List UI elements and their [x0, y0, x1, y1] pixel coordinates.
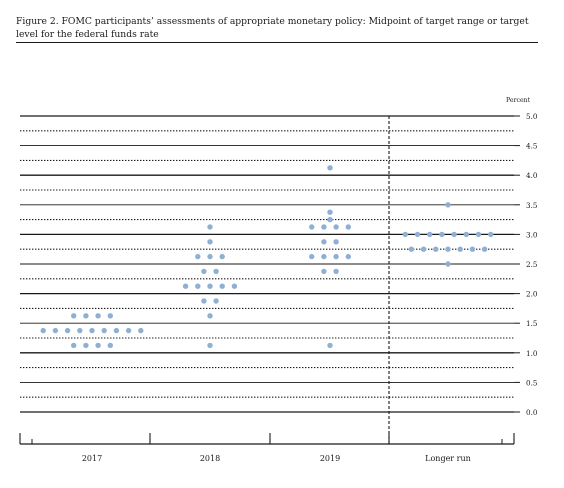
- data-point-dot: [207, 342, 213, 349]
- data-point-dot: [327, 209, 333, 215]
- figure-title: Figure 2. FOMC participants’ assessments…: [16, 16, 529, 40]
- data-point-dot: [77, 327, 83, 334]
- data-point-dot: [207, 283, 213, 289]
- data-point-dot: [420, 246, 427, 252]
- data-point-dot: [83, 342, 89, 349]
- y-tick-label: 3.0: [526, 230, 538, 239]
- data-point-dot: [463, 231, 469, 238]
- data-point-dot: [64, 327, 71, 334]
- data-point-dot: [95, 313, 101, 319]
- data-point-dot: [71, 313, 77, 319]
- y-tick-label: 2.0: [526, 290, 538, 299]
- data-point-dot: [469, 246, 476, 252]
- data-point-dot: [207, 224, 213, 230]
- data-point-dot: [333, 239, 339, 245]
- data-point-dot: [345, 253, 351, 260]
- data-point-dot: [52, 327, 59, 334]
- y-tick-label: 1.0: [526, 349, 538, 358]
- data-point-dot: [138, 327, 144, 334]
- data-point-dot: [219, 253, 225, 260]
- x-category-label: Longer run: [425, 454, 471, 463]
- data-point-dot: [213, 268, 219, 275]
- data-point-dot: [457, 246, 463, 252]
- data-point-dot: [89, 327, 95, 334]
- y-tick-label: 0.0: [526, 408, 538, 417]
- data-point-dot: [445, 246, 451, 252]
- data-point-dot: [195, 253, 201, 260]
- y-tick-label: 4.5: [526, 142, 538, 151]
- data-point-dot: [231, 283, 238, 289]
- data-point-dot: [40, 327, 46, 334]
- y-tick-label: 4.0: [526, 171, 538, 180]
- data-point-dot: [402, 231, 408, 238]
- data-point-dot: [101, 327, 107, 334]
- data-point-dot: [445, 261, 451, 267]
- y-tick-label: 1.5: [526, 319, 538, 328]
- data-point-dot: [125, 327, 132, 334]
- data-point-dot: [321, 253, 327, 260]
- data-point-dot: [327, 342, 333, 349]
- y-tick-label: 0.5: [526, 378, 538, 387]
- x-category-label: 2018: [200, 454, 220, 463]
- data-point-dot: [107, 342, 114, 349]
- data-point-dot: [71, 342, 77, 349]
- data-point-dot: [95, 342, 101, 349]
- data-point-dot: [321, 224, 327, 230]
- data-point-dot: [213, 298, 219, 304]
- data-point-dot: [182, 283, 189, 289]
- data-point-dot: [201, 298, 207, 304]
- x-axis: 2017 2018 2019 Longer run: [19, 433, 515, 463]
- data-point-dot: [488, 231, 494, 238]
- data-point-dot: [207, 239, 213, 245]
- grid-lines: [20, 115, 514, 413]
- data-point-dot: [219, 283, 225, 289]
- data-point-dot: [333, 224, 339, 230]
- data-point-dot: [433, 246, 439, 252]
- title-rule: [16, 42, 538, 43]
- data-point-dot: [345, 224, 351, 230]
- y-axis-ticks: 5.0 4.5 4.0 3.5 3.0 2.5 2.0 1.5 1.0 0.5 0.0: [514, 112, 538, 417]
- x-category-label: 2019: [320, 454, 340, 463]
- data-point-dot: [321, 239, 327, 245]
- data-point-dot: [195, 283, 201, 289]
- data-point-dot: [207, 253, 213, 260]
- data-point-dot: [207, 313, 213, 319]
- data-point-dot: [439, 231, 445, 238]
- data-point-dot: [414, 231, 421, 238]
- y-axis-title: Percent: [506, 97, 531, 104]
- data-point-dot: [107, 313, 114, 319]
- data-point-dot: [475, 231, 482, 238]
- data-point-dot: [321, 268, 327, 275]
- x-category-label: 2017: [82, 454, 102, 463]
- y-tick-label: 2.5: [526, 260, 538, 269]
- participant-dots: [40, 165, 494, 349]
- data-point-dot: [408, 246, 415, 252]
- data-point-dot: [309, 224, 315, 230]
- data-point-dot: [445, 202, 451, 208]
- data-point-dot: [83, 313, 89, 319]
- data-point-dot: [427, 231, 433, 238]
- data-point-dot: [333, 253, 339, 260]
- data-point-dot: [451, 231, 457, 238]
- data-point-dot: [327, 165, 333, 171]
- data-point-dot: [113, 327, 120, 334]
- data-point-dot: [481, 246, 488, 252]
- y-tick-label: 5.0: [526, 112, 538, 121]
- data-point-dot: [201, 268, 207, 275]
- data-point-dot: [333, 268, 339, 275]
- y-tick-label: 3.5: [526, 201, 538, 210]
- data-point-dot: [309, 253, 315, 260]
- data-point-dot: [327, 216, 333, 223]
